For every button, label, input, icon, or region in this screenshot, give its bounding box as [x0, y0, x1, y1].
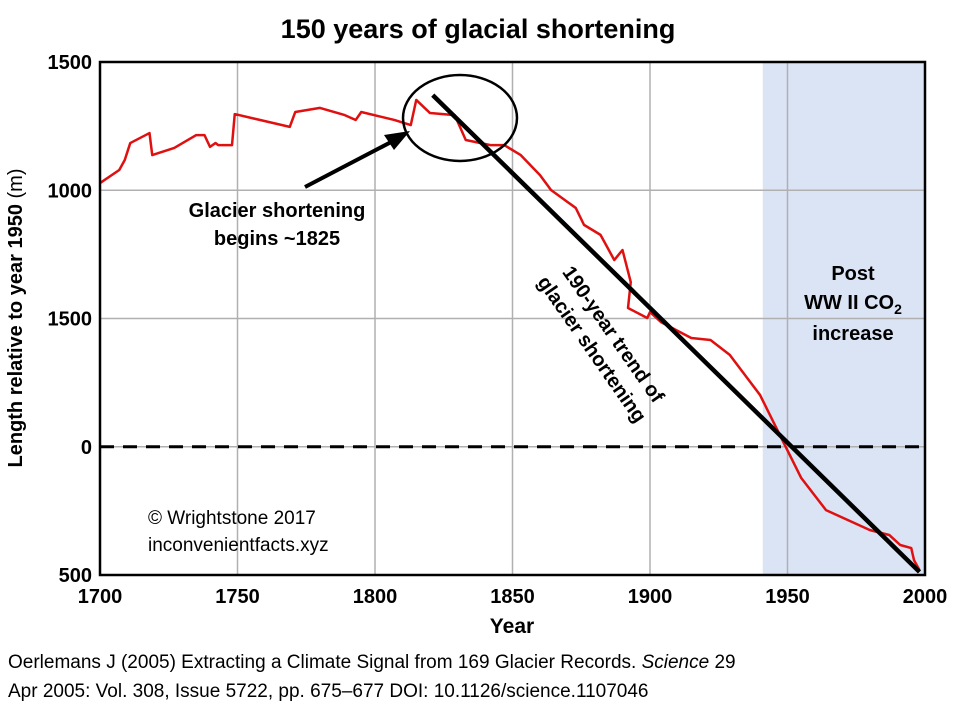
y-tick-label: 1000: [48, 180, 93, 202]
citation-text: 29: [709, 652, 735, 673]
annotation: Glacier shortening: [189, 200, 366, 222]
annotation: increase: [812, 323, 893, 345]
arrow-head: [384, 131, 410, 150]
x-tick-label: 1700: [78, 586, 123, 608]
copyright: inconvenientfacts.xyz: [148, 535, 329, 556]
x-tick-label: 1950: [765, 586, 810, 608]
y-axis-unit: (m): [5, 169, 27, 199]
chart-title: 150 years of glacial shortening: [281, 14, 676, 44]
annotation: begins ~1825: [214, 228, 340, 250]
y-tick-label: 1500: [48, 309, 93, 331]
arrow-shaft: [304, 138, 396, 189]
x-tick-label: 2000: [903, 586, 948, 608]
y-tick-label: 500: [59, 565, 92, 587]
plot-area: [98, 60, 927, 577]
plot-border: [98, 60, 927, 577]
citation-journal: Science: [642, 652, 710, 673]
citation-text: Oerlemans J (2005) Extracting a Climate …: [8, 652, 642, 673]
copyright: © Wrightstone 2017: [148, 508, 316, 529]
y-axis-label-text: Length relative to year 1950: [5, 204, 27, 467]
y-axis-label: Length relative to year 1950 (m): [5, 169, 27, 468]
citation: Oerlemans J (2005) Extracting a Climate …: [8, 652, 736, 673]
data-line: [431, 93, 922, 574]
x-axis-label: Year: [490, 615, 534, 638]
data-line: [99, 98, 921, 571]
annotation: WW II CO2: [804, 292, 902, 317]
y-tick-label: 0: [81, 437, 92, 459]
x-tick-label: 1800: [353, 586, 398, 608]
annotation-text: WW II CO: [804, 292, 894, 314]
annotation: Post: [831, 263, 875, 285]
citation: Apr 2005: Vol. 308, Issue 5722, pp. 675–…: [8, 681, 649, 702]
highlight-ellipse: [401, 73, 519, 163]
x-tick-label: 1750: [215, 586, 260, 608]
x-tick-label: 1850: [490, 586, 535, 608]
x-tick-label: 1900: [628, 586, 673, 608]
y-tick-label: 1500: [48, 52, 93, 74]
subscript: 2: [894, 301, 902, 317]
